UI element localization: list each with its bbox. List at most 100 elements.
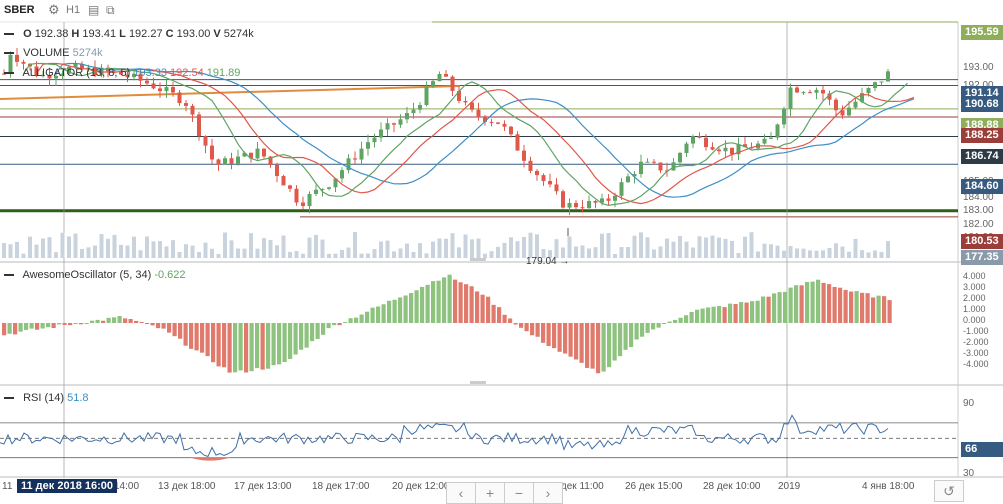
chart-icon[interactable]: ▤: [88, 3, 100, 17]
volume-bar: [723, 238, 728, 258]
volume-bar: [262, 238, 266, 258]
volume-bar: [73, 233, 78, 258]
gear-icon[interactable]: ⚙: [48, 2, 60, 17]
ao-bar: [112, 317, 117, 323]
legend-marker: [4, 52, 14, 55]
ao-bar: [359, 314, 364, 323]
ao-bar: [348, 318, 353, 323]
scroll-left-button[interactable]: ‹: [446, 482, 476, 504]
ao-bar: [2, 323, 7, 336]
price-axis-label: 182.00: [963, 219, 994, 230]
volume-bar: [190, 245, 195, 258]
ao-bar: [172, 323, 177, 337]
ao-bar: [601, 323, 606, 372]
ao-bar: [123, 318, 128, 323]
ao-bar: [68, 323, 73, 326]
rsi-oversold-area: [190, 457, 230, 461]
price-axis-label: 183.00: [963, 205, 994, 216]
ao-bar: [7, 323, 12, 334]
candle-body: [762, 138, 767, 144]
ao-axis-label: 2.000: [963, 293, 986, 303]
ao-bar: [249, 323, 254, 372]
copy-icon[interactable]: ⧉: [106, 3, 115, 17]
rsi-legend[interactable]: RSI (14) 51.8: [4, 392, 89, 404]
candle-body: [418, 105, 422, 110]
ao-bar: [447, 274, 452, 323]
candle-body: [788, 87, 793, 109]
candle-body: [138, 73, 143, 81]
ao-bar: [117, 316, 122, 323]
candle-body: [691, 136, 695, 144]
ao-bar: [13, 323, 18, 335]
zoom-out-button[interactable]: −: [504, 482, 534, 504]
volume-bar: [216, 253, 221, 258]
volume-bar: [28, 236, 32, 258]
ao-bar: [326, 323, 331, 329]
ao-bar: [35, 323, 40, 330]
alligator-line: [55, 62, 915, 198]
volume-bar: [639, 232, 643, 258]
volume-bar: [782, 250, 786, 258]
candle-body: [658, 162, 663, 171]
chart-toolbar: SBER ⚙ H1 ▤ ⧉: [0, 0, 960, 22]
ao-bar: [871, 297, 876, 323]
ao-bar: [227, 323, 232, 373]
candle-body: [132, 73, 136, 78]
volume-bar: [119, 244, 123, 258]
volume-bar: [405, 243, 409, 258]
volume-bar: [509, 237, 513, 258]
volume-bar: [164, 246, 169, 258]
zoom-in-button[interactable]: +: [475, 482, 505, 504]
candle-body: [717, 149, 721, 152]
ao-bar: [337, 323, 342, 326]
candle-body: [405, 113, 409, 120]
ao-bar: [398, 297, 403, 323]
ao-bar: [288, 323, 293, 359]
scroll-right-button[interactable]: ›: [533, 482, 563, 504]
volume-bar: [93, 245, 97, 258]
open-value: 192.38: [34, 28, 69, 40]
volume-bar: [210, 248, 214, 258]
volume-bar: [99, 234, 104, 258]
volume-bar: [379, 241, 383, 258]
ao-bar: [425, 284, 430, 323]
price-tag: 180.53: [961, 234, 1003, 249]
volume-bar: [54, 252, 58, 258]
ao-bar: [167, 323, 172, 333]
ohlcv-legend: O 192.38 H 193.41 L 192.27 C 193.00 V 52…: [4, 28, 254, 40]
ao-bar: [563, 323, 568, 354]
candle-body: [223, 158, 227, 165]
candle-body: [80, 63, 84, 70]
candle-body: [834, 99, 838, 111]
volume-bar: [138, 250, 143, 258]
candle-body: [515, 134, 520, 151]
ao-bar: [585, 323, 590, 368]
reset-icon[interactable]: ↺: [934, 480, 964, 502]
volume-value: 5274k: [223, 28, 254, 40]
ao-bar: [194, 323, 199, 351]
volume-bar: [671, 241, 676, 258]
symbol-label[interactable]: SBER: [4, 4, 35, 16]
candle-body: [119, 71, 123, 75]
interval-button[interactable]: H1: [66, 4, 81, 16]
legend-marker: [4, 397, 14, 400]
candle-body: [671, 162, 676, 171]
time-axis-label: 13 дек 18:00: [158, 481, 216, 492]
alligator-legend[interactable]: ALLIGATOR (13, 8, 5) 193.33 192.54 191.8…: [4, 67, 240, 79]
ao-legend[interactable]: AwesomeOscillator (5, 34) -0.622: [4, 269, 186, 281]
ao-bar: [541, 323, 546, 343]
candle-body: [580, 207, 585, 209]
rsi-axis-top: 90: [963, 398, 975, 409]
ao-bar: [101, 320, 106, 323]
candle-body: [73, 63, 78, 67]
candle-body: [21, 61, 26, 64]
volume-bar: [814, 250, 819, 258]
candle-body: [619, 182, 624, 196]
ao-bar: [491, 304, 496, 323]
volume-bar: [678, 236, 682, 258]
volume-bar: [840, 246, 845, 258]
volume-legend[interactable]: VOLUME 5274k: [4, 47, 103, 59]
candle-body: [450, 76, 455, 91]
candle-body: [710, 147, 715, 150]
